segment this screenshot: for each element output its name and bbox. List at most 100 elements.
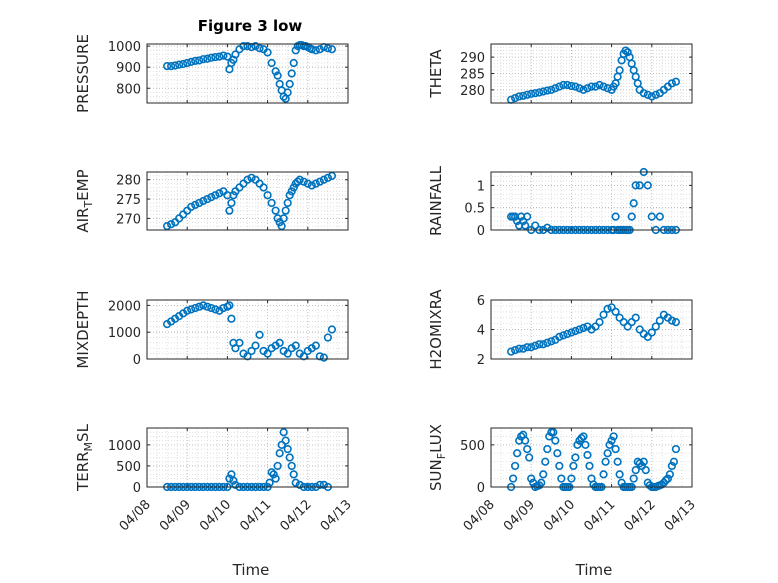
data-point — [647, 212, 656, 221]
data-point — [639, 89, 648, 98]
data-point — [567, 81, 576, 91]
data-point — [555, 82, 564, 91]
data-point — [539, 87, 548, 96]
data-point — [563, 329, 572, 339]
data-point — [175, 60, 184, 69]
data-point — [631, 181, 640, 190]
data-point — [641, 466, 650, 475]
data-point — [273, 461, 282, 471]
y-axis-label: SUNFLUX — [427, 424, 448, 491]
data-point — [519, 216, 528, 226]
subplot-8: 0 500 SUNFLUX 04/08 04/09 04/10 04/11 04/12 04/1… — [427, 424, 699, 534]
data-point — [549, 428, 558, 437]
data-point — [671, 444, 681, 454]
data-point — [651, 322, 660, 331]
data-point — [307, 181, 316, 190]
data-point — [541, 457, 550, 466]
data-point — [619, 318, 628, 327]
data-point — [311, 46, 320, 55]
data-point — [295, 175, 304, 184]
data-point — [551, 84, 560, 93]
data-point — [263, 191, 272, 200]
x-tick-label: 04/10 — [197, 497, 234, 534]
data-point — [601, 457, 610, 466]
data-point — [595, 318, 604, 327]
data-point — [279, 92, 288, 101]
y-tick-label: 0 — [133, 353, 141, 368]
data-point — [203, 194, 212, 204]
subplot-7: 0 500 1000 TERRMSL 04/08 04/09 04/10 04/11 04/12… — [74, 423, 355, 534]
y-tick-label: 0.5 — [464, 202, 485, 217]
data-point — [543, 338, 552, 347]
data-point — [307, 45, 316, 54]
y-tick-label: 280 — [116, 174, 141, 189]
axes-box — [146, 43, 349, 104]
subplot-4: 0 0.5 1 RAINFALL — [427, 165, 693, 239]
data-point — [511, 346, 520, 355]
data-point — [599, 470, 608, 479]
y-tick-label: 0 — [477, 224, 485, 239]
y-tick-label: 1000 — [108, 40, 141, 55]
data-point — [327, 45, 337, 54]
axes-box — [146, 427, 349, 488]
data-point — [579, 323, 588, 333]
x-tick-label: 04/12 — [278, 497, 315, 534]
data-point — [613, 457, 622, 466]
axes-box — [490, 171, 693, 231]
axes-box — [146, 171, 349, 231]
x-tick-label: 04/09 — [157, 497, 194, 534]
data-point — [629, 474, 638, 483]
data-point — [275, 338, 284, 348]
data-point — [639, 457, 648, 466]
data-point — [655, 316, 664, 325]
data-point — [277, 440, 286, 449]
subplot-6: 2 4 6 H2OMIXRA — [427, 289, 693, 370]
data-point — [539, 340, 548, 349]
y-axis-label: TERRMSL — [74, 423, 95, 492]
data-point — [163, 222, 172, 231]
data-point — [591, 82, 600, 91]
data-point — [559, 80, 568, 90]
data-point — [285, 79, 294, 89]
axes-box — [490, 299, 693, 360]
data-point — [521, 221, 530, 230]
data-point — [315, 45, 324, 54]
data-point — [291, 46, 300, 55]
data-point — [527, 474, 536, 483]
data-point — [507, 347, 516, 356]
data-point — [615, 66, 624, 75]
data-point — [187, 57, 196, 67]
data-point — [547, 85, 556, 94]
data-point — [583, 84, 592, 93]
data-point — [643, 181, 652, 190]
data-point — [271, 206, 280, 215]
data-point — [555, 332, 564, 341]
data-point — [199, 196, 208, 206]
data-point — [615, 313, 624, 322]
y-axis-label: PRESSURE — [74, 34, 92, 113]
data-point — [251, 341, 260, 350]
data-point — [623, 48, 632, 57]
y-axis-label: H2OMIXRA — [427, 289, 445, 370]
data-point — [513, 449, 522, 458]
data-point — [211, 305, 220, 314]
data-point — [289, 470, 298, 479]
data-point — [539, 470, 548, 479]
data-point — [511, 461, 520, 471]
data-point — [627, 318, 636, 327]
y-tick-label: 900 — [116, 61, 141, 76]
data-point — [225, 301, 234, 310]
data-point — [611, 444, 620, 454]
data-point — [515, 92, 524, 101]
data-point — [667, 316, 677, 325]
data-point — [281, 436, 290, 445]
y-tick-label: 500 — [460, 439, 485, 454]
data-point — [225, 206, 234, 215]
y-axis-label: RAINFALL — [427, 165, 445, 236]
axes-box — [490, 427, 693, 488]
data-point — [655, 212, 664, 221]
data-point — [635, 325, 644, 334]
